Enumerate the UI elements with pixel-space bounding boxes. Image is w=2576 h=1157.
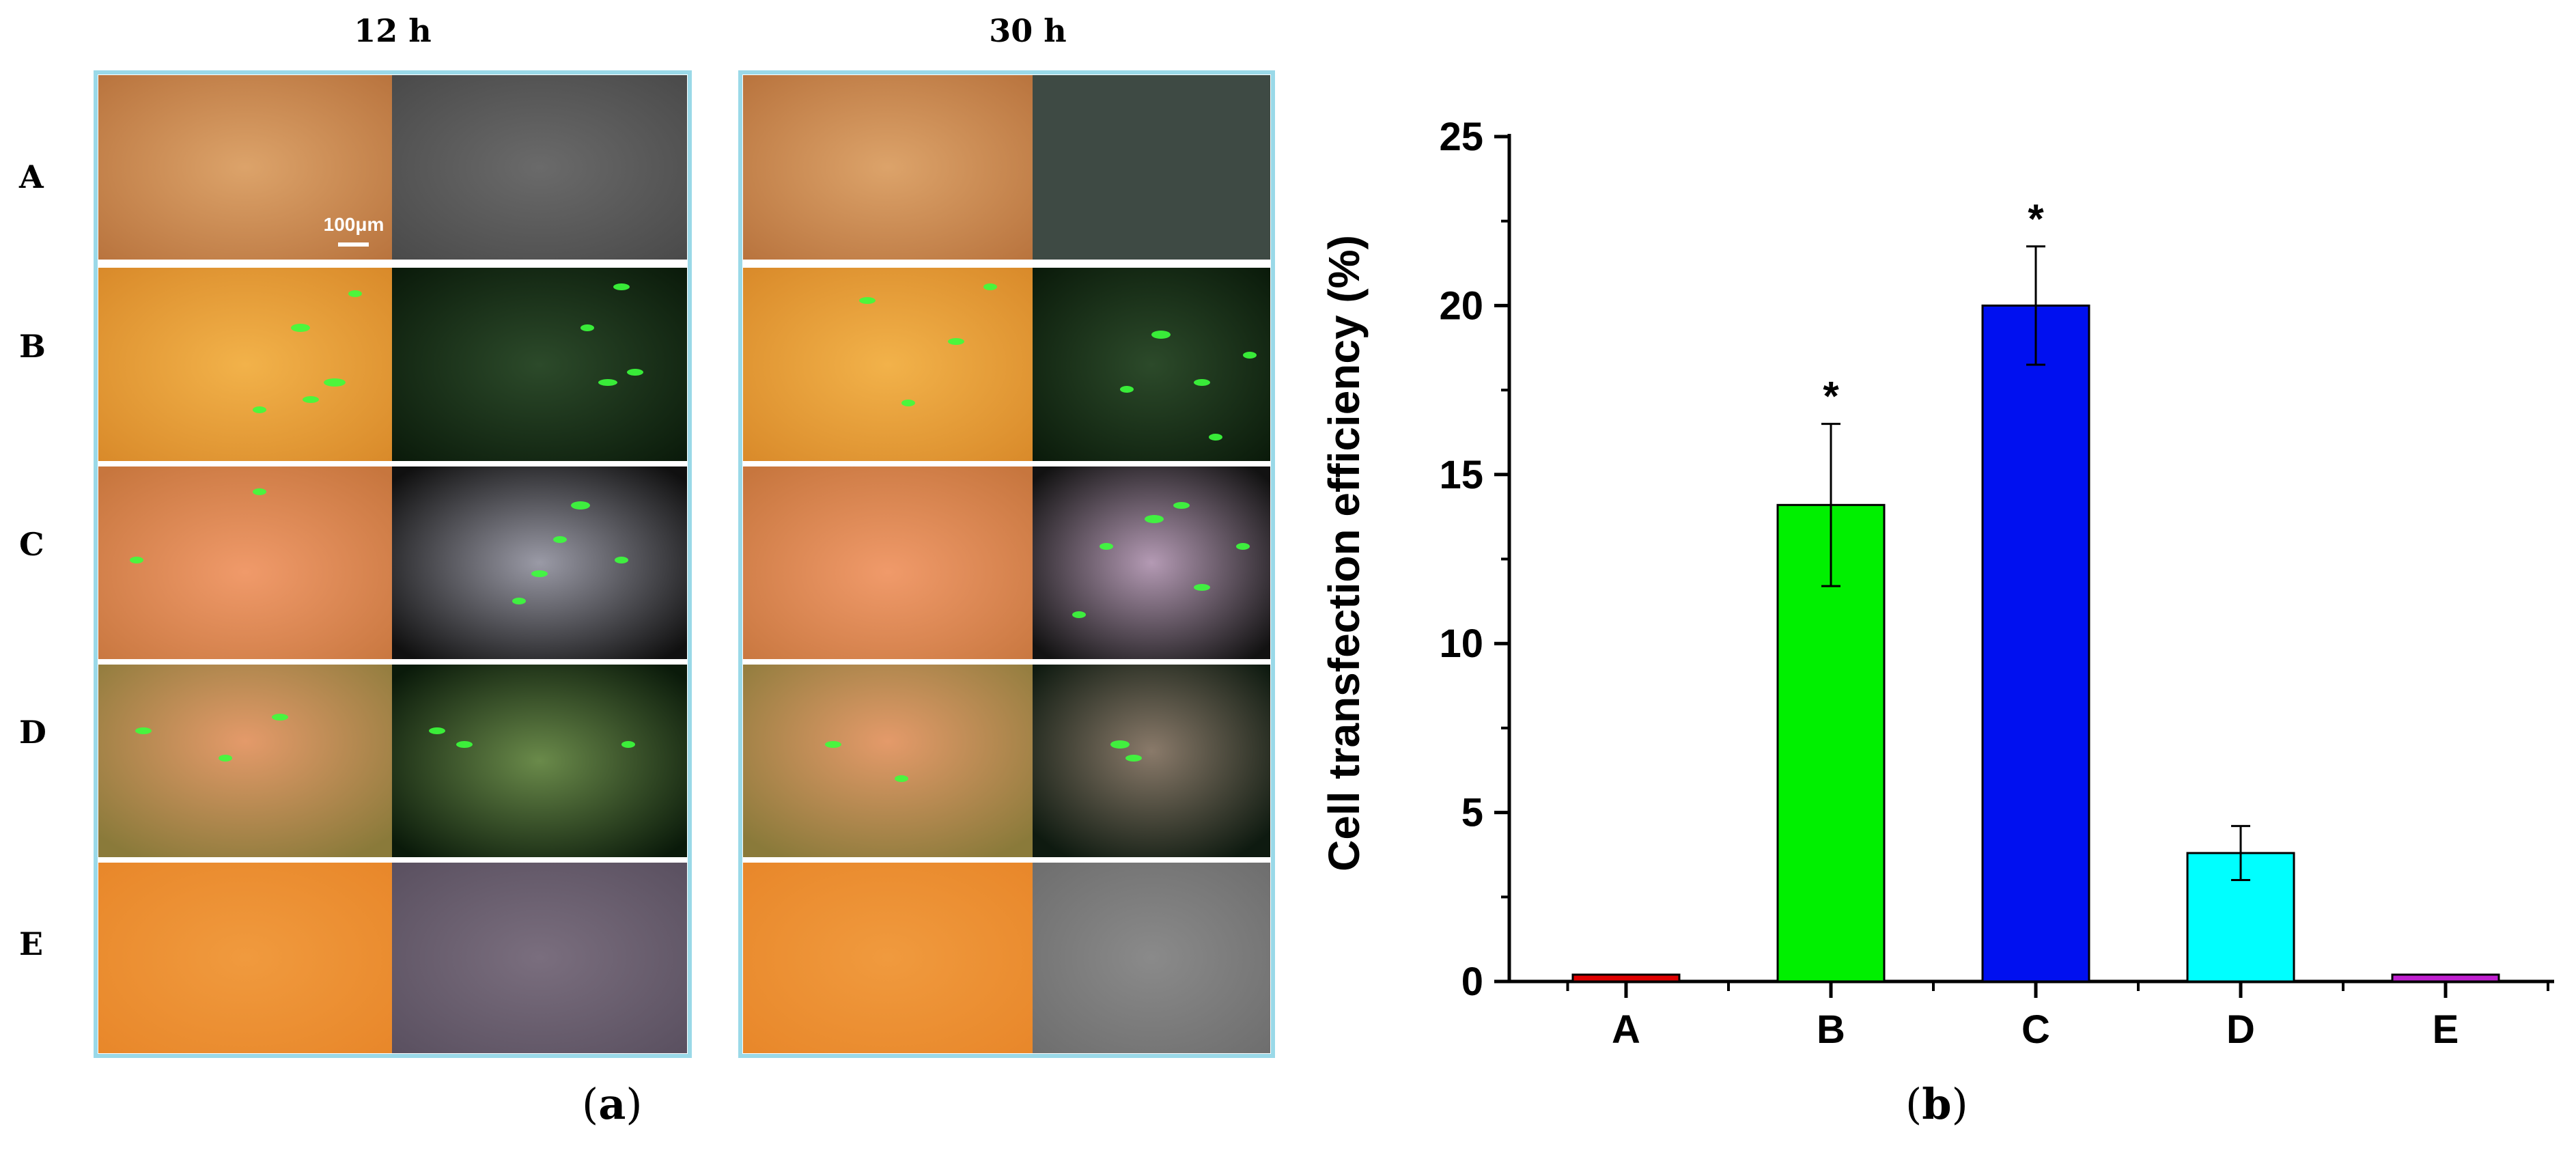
x-tick-label: A: [1612, 1007, 1640, 1052]
image-a-12h-brightfield: [98, 75, 392, 260]
image-a-30h-brightfield: [743, 75, 1033, 260]
panel-a-caption-letter: a: [598, 1079, 626, 1129]
image-b-12h-fluorescence: [392, 268, 687, 462]
image-c-30h-brightfield: [743, 466, 1033, 660]
panel-b-bar-chart: Cell transfection efficiency (%) 0 5 10 15 2…: [1298, 0, 2576, 1157]
panel-b-caption-letter: b: [1922, 1079, 1952, 1129]
significance-marker-c: *: [2028, 196, 2044, 242]
x-tick-label: D: [2226, 1007, 2255, 1052]
x-tick-label: B: [1817, 1007, 1845, 1052]
image-d-12h-brightfield: [98, 664, 392, 858]
image-c-12h-brightfield: [98, 466, 392, 660]
image-e-30h-fluorescence: [1033, 862, 1270, 1053]
x-tick-label: E: [2433, 1007, 2459, 1052]
bar-c: [1981, 304, 2090, 983]
image-b-30h-brightfield: [743, 268, 1033, 462]
row-label-d: D: [19, 714, 46, 751]
significance-marker-b: *: [1823, 374, 1839, 419]
row-label-e: E: [19, 925, 44, 962]
image-d-12h-fluorescence: [392, 664, 687, 858]
panel-b-caption: (b): [1905, 1079, 1968, 1129]
y-tick-label: 0: [1461, 960, 1483, 1004]
column-title-12h: 12 h: [354, 12, 432, 49]
image-b-12h-brightfield: [98, 268, 392, 462]
row-separators: [98, 261, 1270, 863]
transfected-cells: [130, 283, 1257, 782]
image-e-30h-brightfield: [743, 862, 1033, 1053]
image-e-12h-fluorescence: [392, 862, 687, 1053]
image-b-30h-fluorescence: [1033, 268, 1270, 462]
y-tick-label: 25: [1439, 115, 1483, 159]
image-a-30h-fluorescence: [1033, 75, 1270, 260]
y-tick-label: 10: [1439, 622, 1483, 666]
y-tick-label: 5: [1461, 791, 1483, 835]
row-label-b: B: [19, 328, 46, 365]
image-e-12h-brightfield: [98, 862, 392, 1053]
row-label-c: C: [19, 526, 44, 563]
bar-a: [1571, 973, 1681, 983]
x-tick-label: C: [2021, 1007, 2050, 1052]
image-c-12h-fluorescence: [392, 466, 687, 660]
micrograph-grid: 100μm: [94, 70, 1275, 1058]
panel-a-caption: (a): [582, 1079, 643, 1129]
bar-chart-svg: Cell transfection efficiency (%) 0 5 10 15 2…: [1319, 115, 2554, 1052]
image-d-30h-brightfield: [743, 664, 1033, 858]
image-d-30h-fluorescence: [1033, 664, 1270, 858]
bar-d: [2186, 852, 2295, 983]
scale-bar-label: 100μm: [324, 214, 384, 235]
image-c-30h-fluorescence: [1033, 466, 1270, 660]
y-axis-label: Cell transfection efficiency (%): [1319, 235, 1369, 872]
row-label-a: A: [19, 158, 44, 195]
bar-e: [2391, 973, 2500, 983]
column-title-30h: 30 h: [989, 12, 1067, 49]
image-a-12h-fluorescence: [392, 75, 687, 260]
y-tick-label: 20: [1439, 283, 1483, 328]
panel-a-micrographs: 12 h 30 h A B C D E: [19, 12, 1275, 1129]
y-tick-label: 15: [1439, 453, 1483, 497]
